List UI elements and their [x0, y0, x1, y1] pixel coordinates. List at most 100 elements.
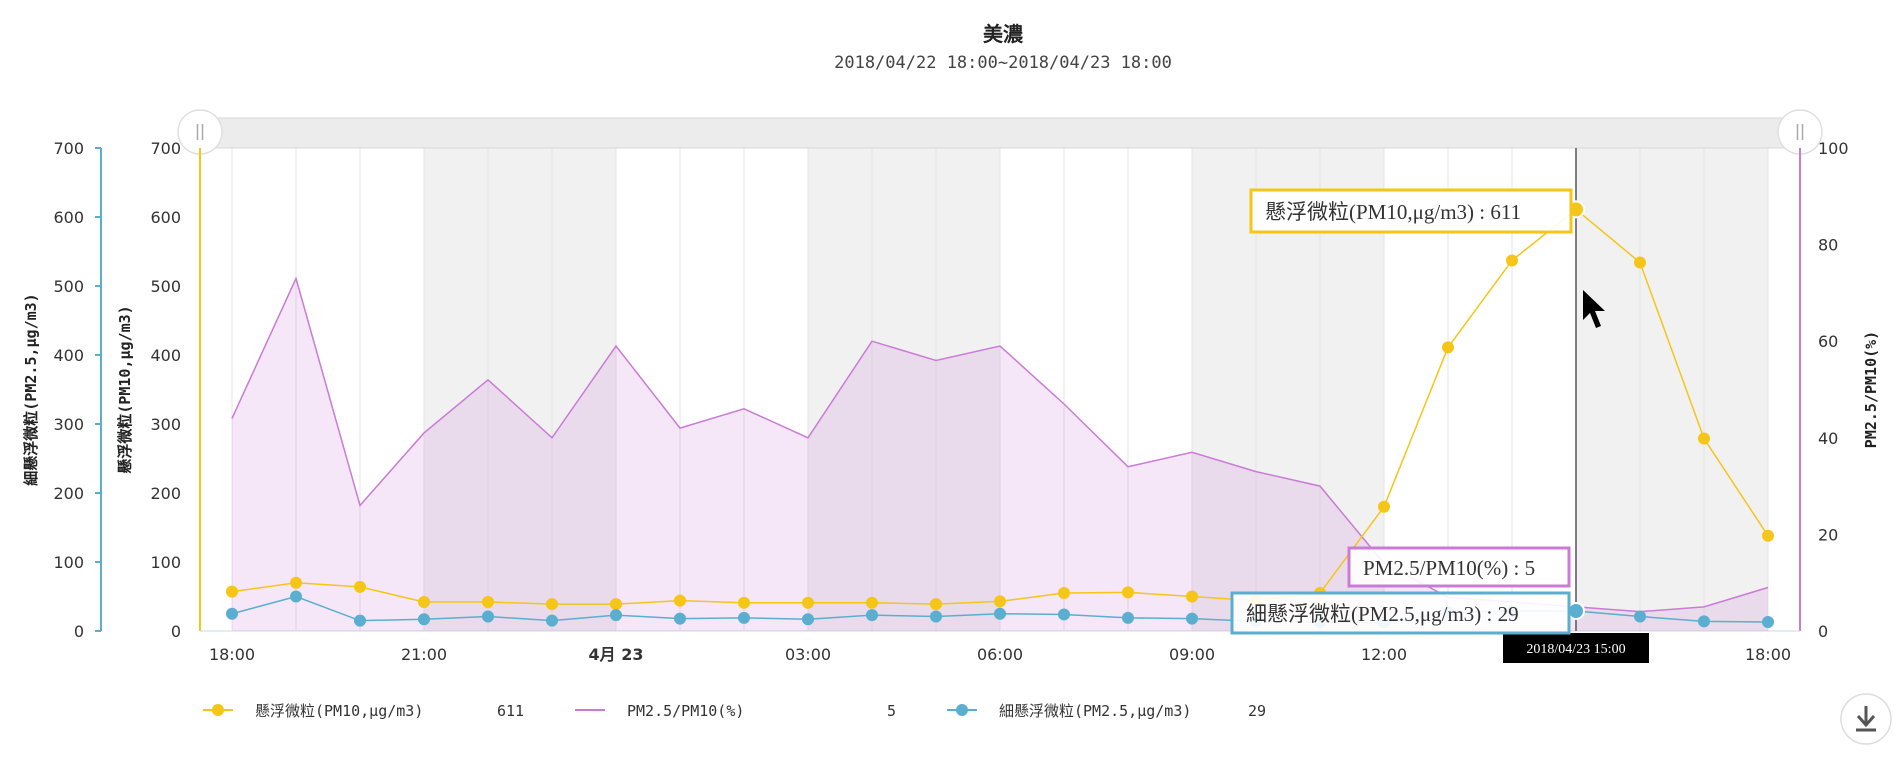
pm10-point[interactable] — [354, 580, 366, 593]
pm25-tick-label: 700 — [53, 139, 84, 158]
range-navigator[interactable] — [177, 109, 1823, 155]
hover-time-label: 2018/04/23 15:00 — [1526, 642, 1625, 657]
pm10-axis-title: 懸浮微粒(PM10,μg/m3) — [116, 305, 134, 473]
pm25-point[interactable] — [1122, 611, 1134, 624]
legend-item[interactable]: PM2.5/PM10(%) 5 — [575, 702, 896, 720]
tooltip-box — [1347, 546, 1571, 588]
ratio-tick-label: 20 — [1818, 525, 1838, 544]
x-tick-label: 12:00 — [1361, 645, 1407, 664]
legend: 懸浮微粒(PM10,μg/m3) 611 PM2.5/PM10(%) 5 細懸浮微粒(P… — [203, 702, 1266, 720]
pm10-tick-label: 600 — [150, 208, 181, 227]
navigator-track — [199, 117, 1801, 149]
tooltip-text: 細懸浮微粒(PM2.5,μg/m3) : 29 — [1246, 602, 1519, 626]
pm10-point[interactable] — [1378, 500, 1390, 513]
ratio-tick-label: 60 — [1818, 332, 1838, 351]
pm25-point[interactable] — [1762, 616, 1774, 629]
legend-value: 29 — [1248, 702, 1266, 720]
legend-label: PM2.5/PM10(%) — [627, 702, 744, 720]
pm25-tick-label: 500 — [53, 277, 84, 296]
pm10-point[interactable] — [1058, 587, 1070, 600]
pm10-tick-label: 200 — [150, 484, 181, 503]
pm25-point[interactable] — [1186, 612, 1198, 625]
pm25-point[interactable] — [226, 607, 238, 620]
pm10-point[interactable] — [802, 596, 814, 609]
legend-item[interactable]: 懸浮微粒(PM10,μg/m3) 611 — [203, 702, 524, 720]
legend-symbol-marker — [212, 704, 224, 716]
pm25-tick-label: 200 — [53, 484, 84, 503]
pm25-tick-label: 400 — [53, 346, 84, 365]
tooltip-pm25: 細懸浮微粒(PM2.5,μg/m3) : 29 — [1230, 591, 1571, 635]
pm10-point[interactable] — [1186, 590, 1198, 603]
pm25-point[interactable] — [802, 613, 814, 626]
pm25-point[interactable] — [418, 613, 430, 626]
x-tick-label: 06:00 — [977, 645, 1023, 664]
x-tick-label: 18:00 — [209, 645, 255, 664]
pm10-tick-label: 400 — [150, 346, 181, 365]
pm25-point[interactable] — [674, 612, 686, 625]
x-tick-label: 21:00 — [401, 645, 447, 664]
tooltip-text: 懸浮微粒(PM10,μg/m3) : 611 — [1265, 200, 1521, 224]
download-icon — [1856, 706, 1876, 732]
pm25-point[interactable] — [866, 609, 878, 622]
pm25-point[interactable] — [930, 610, 942, 623]
pm10-tick-label: 700 — [150, 139, 181, 158]
pm10-point[interactable] — [994, 595, 1006, 608]
tooltip-text: PM2.5/PM10(%) : 5 — [1363, 556, 1535, 580]
ratio-tick-label: 100 — [1818, 139, 1849, 158]
pm10-point[interactable] — [1122, 586, 1134, 599]
download-button[interactable] — [1840, 693, 1892, 745]
pm10-tick-label: 0 — [171, 622, 181, 641]
ratio-tick-label: 80 — [1818, 236, 1838, 255]
ratio-axis-title: PM2.5/PM10(%) — [1862, 331, 1880, 448]
pm10-point[interactable] — [866, 596, 878, 609]
pm10-tick-label: 100 — [150, 553, 181, 572]
chart-title: 美濃 — [983, 22, 1024, 46]
pm25-axis-title: 細懸浮微粒(PM2.5,μg/m3) — [22, 293, 40, 485]
ratio-area — [232, 278, 1768, 631]
legend-label: 細懸浮微粒(PM2.5,μg/m3) — [999, 702, 1191, 720]
pm25-point[interactable] — [1634, 610, 1646, 623]
ratio-tick-label: 0 — [1818, 622, 1828, 641]
ratio-tick-label: 40 — [1818, 429, 1838, 448]
pm25-point[interactable] — [482, 610, 494, 623]
pm10-point[interactable] — [418, 596, 430, 609]
pm10-point[interactable] — [482, 596, 494, 609]
pm10-point[interactable] — [546, 598, 558, 611]
pm10-tick-label: 500 — [150, 277, 181, 296]
pm25-point[interactable] — [290, 590, 302, 603]
pm25-tick-label: 100 — [53, 553, 84, 572]
pm10-point[interactable] — [930, 598, 942, 611]
pm10-point[interactable] — [1506, 254, 1518, 267]
pm25-point[interactable] — [610, 609, 622, 622]
pm25-point[interactable] — [738, 611, 750, 624]
x-tick-label: 09:00 — [1169, 645, 1215, 664]
hover-time-box — [1503, 633, 1649, 663]
pm25-tick-label: 0 — [74, 622, 84, 641]
legend-item[interactable]: 細懸浮微粒(PM2.5,μg/m3) 29 — [947, 702, 1266, 720]
pm10-point[interactable] — [674, 594, 686, 607]
range-handle-icon — [1777, 109, 1823, 155]
pm10-point[interactable] — [1634, 256, 1646, 269]
mouse-cursor-icon — [1583, 290, 1605, 328]
plot-band — [1576, 148, 1768, 631]
pm10-point[interactable] — [1698, 432, 1710, 445]
pm10-point[interactable] — [290, 576, 302, 589]
range-handle-left[interactable] — [177, 109, 223, 155]
range-handle-right[interactable] — [1777, 109, 1823, 155]
pm25-point[interactable] — [1058, 608, 1070, 621]
range-handle-icon — [177, 109, 223, 155]
pm25-point[interactable] — [354, 614, 366, 627]
pm25-point[interactable] — [1698, 615, 1710, 628]
legend-label: 懸浮微粒(PM10,μg/m3) — [255, 702, 423, 720]
tooltip-box — [1249, 188, 1573, 234]
pm10-point[interactable] — [610, 598, 622, 611]
pm10-point[interactable] — [1762, 529, 1774, 542]
pm10-point[interactable] — [738, 596, 750, 609]
pm10-point[interactable] — [1442, 341, 1454, 354]
pm10-tick-label: 300 — [150, 415, 181, 434]
pm25-point[interactable] — [546, 614, 558, 627]
pm25-point[interactable] — [994, 607, 1006, 620]
tooltip-ratio: PM2.5/PM10(%) : 5 — [1347, 546, 1571, 588]
pm10-point[interactable] — [226, 585, 238, 598]
chart-subtitle: 2018/04/22 18:00~2018/04/23 18:00 — [834, 53, 1172, 73]
